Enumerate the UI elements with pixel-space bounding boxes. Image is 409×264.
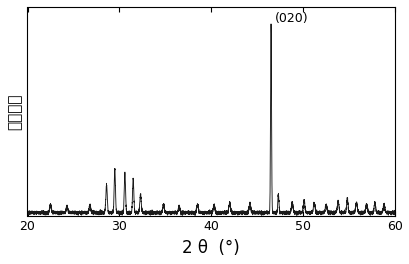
- Y-axis label: 相对强度: 相对强度: [7, 93, 22, 130]
- Text: (020): (020): [274, 12, 308, 25]
- X-axis label: 2 θ  (°): 2 θ (°): [182, 239, 240, 257]
